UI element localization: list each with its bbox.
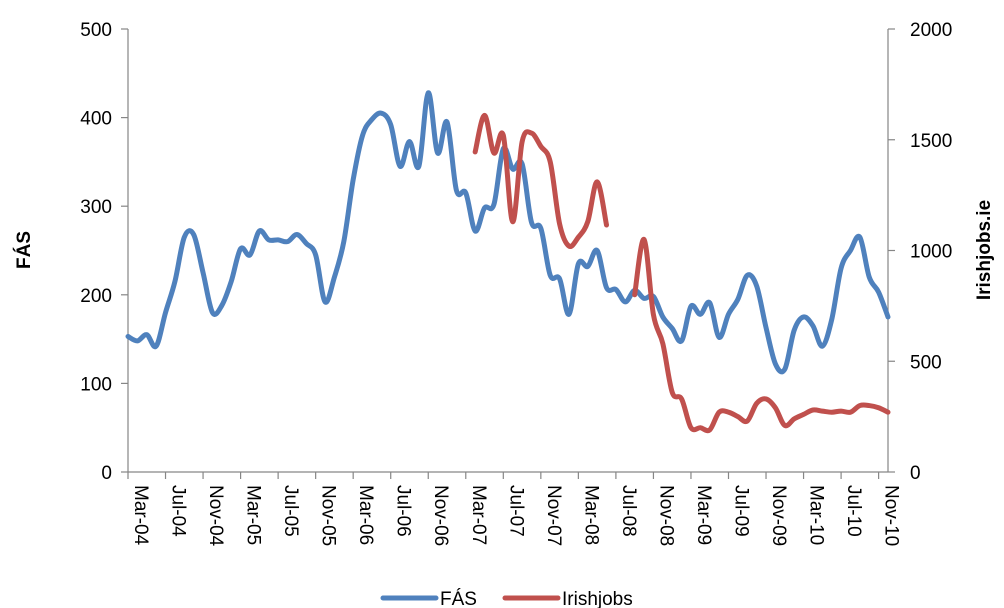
legend-label-fas: FÁS	[440, 589, 477, 608]
x-tick-label: Mar-10	[806, 485, 827, 545]
x-tick-label: Nov-10	[881, 485, 902, 546]
y-tick-label-right: 1500	[910, 131, 952, 152]
y-tick-label-left: 200	[80, 286, 112, 307]
x-tick-label: Nov-09	[768, 485, 789, 546]
x-tick-label: Jul-06	[393, 485, 414, 537]
x-tick-label: Jul-07	[505, 485, 526, 537]
y-axis-title-left: FÁS	[13, 231, 35, 269]
y-tick-label-left: 500	[80, 20, 112, 41]
y-tick-label-right: 0	[910, 463, 921, 484]
x-tick-label: Nov-05	[318, 485, 339, 546]
x-tick-label: Jul-05	[280, 485, 301, 537]
y-tick-label-right: 1000	[910, 242, 952, 263]
x-tick-label: Nov-08	[655, 485, 676, 546]
x-tick-label: Mar-05	[243, 485, 264, 545]
x-tick-label: Jul-09	[730, 485, 751, 537]
y-tick-label-left: 300	[80, 197, 112, 218]
y-tick-label-right: 500	[910, 352, 942, 373]
series-layer	[125, 90, 891, 434]
x-tick-label: Mar-08	[580, 485, 601, 545]
y-tick-label-left: 100	[80, 374, 112, 395]
x-tick-label: Nov-04	[205, 485, 226, 547]
x-tick-label: Mar-07	[468, 485, 489, 545]
x-tick-label: Mar-04	[130, 485, 151, 546]
series-line-irishjobs-segment-1	[472, 112, 610, 249]
legend: FÁS Irishjobs	[380, 589, 633, 608]
x-tick-label: Jul-04	[168, 485, 189, 537]
series-line-irishjobs-segment-2	[632, 236, 891, 434]
x-tick-label: Jul-10	[843, 485, 864, 537]
y-axis-title-right: Irishjobs.ie	[974, 200, 995, 300]
x-tick-label: Nov-06	[430, 485, 451, 546]
y-tick-label-right: 2000	[910, 20, 952, 41]
legend-label-irishjobs: Irishjobs	[562, 589, 633, 608]
y-tick-label-left: 400	[80, 109, 112, 130]
y-tick-label-left: 0	[101, 463, 112, 484]
x-tick-label: Mar-06	[355, 485, 376, 545]
x-tick-label: Mar-09	[693, 485, 714, 545]
x-tick-label: Nov-07	[543, 485, 564, 546]
series-line-fas	[125, 90, 891, 375]
x-tick-label: Jul-08	[618, 485, 639, 537]
axes: 0 100 200 300 400 500 0 500 1000 1500 2000 Mar-04 Ju…	[80, 20, 952, 547]
